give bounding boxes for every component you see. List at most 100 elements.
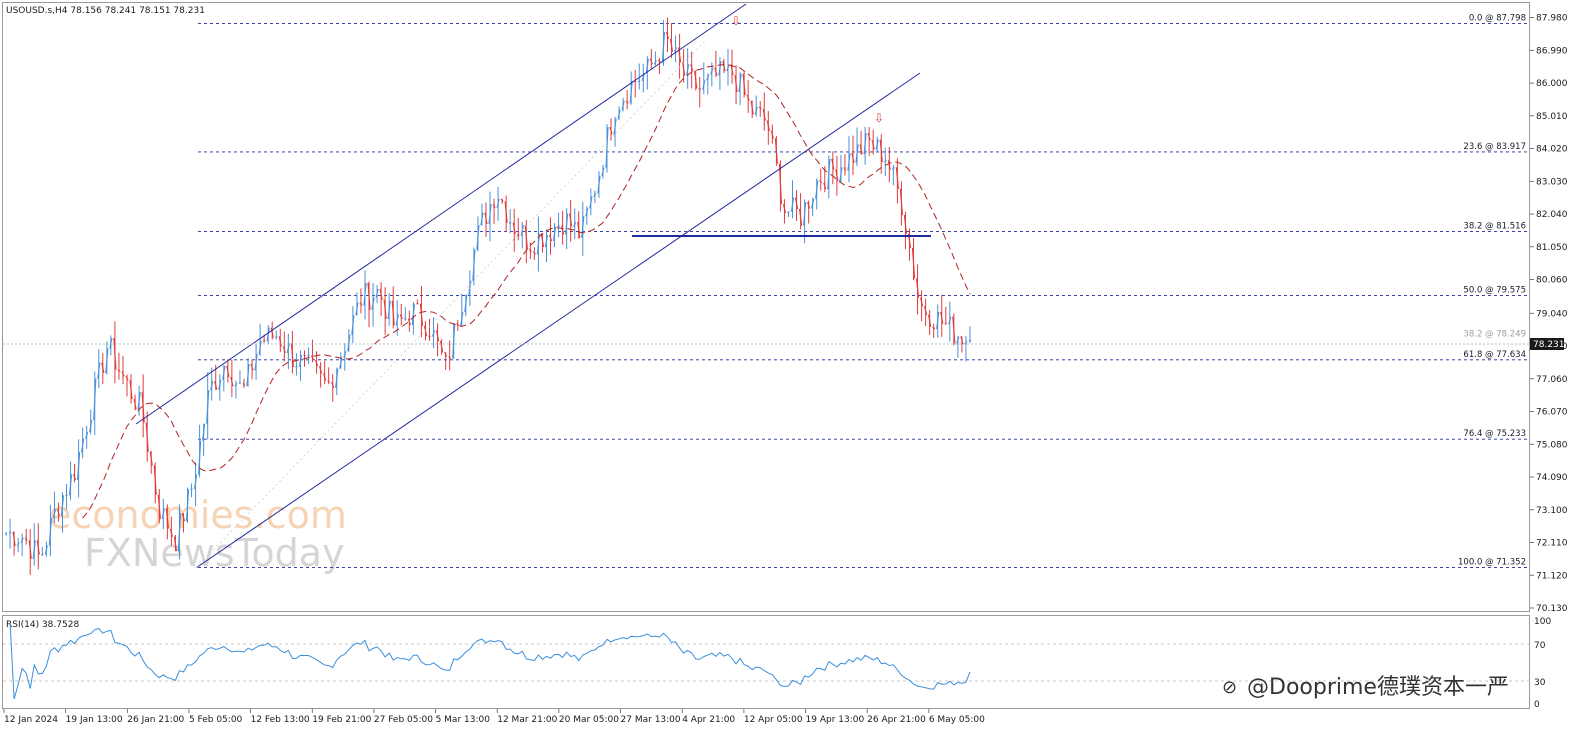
candle-body (843, 167, 847, 171)
candle-body (940, 311, 944, 324)
candle-body (597, 175, 601, 194)
candle-body (359, 302, 363, 306)
candle-body (444, 352, 448, 357)
candle-body (665, 31, 670, 40)
candle-body (895, 167, 899, 189)
down-arrow-icon: ⇩ (731, 14, 741, 28)
candle-body (960, 336, 964, 345)
candle-body (758, 106, 762, 110)
candle-body (335, 368, 339, 388)
candle-body (730, 64, 734, 76)
rsi-line (9, 622, 971, 700)
candle-body (540, 233, 545, 248)
candlesticks (5, 17, 972, 575)
candle-body (407, 318, 411, 326)
candle-body (686, 64, 690, 76)
candle-body (714, 67, 718, 76)
rsi-tick-70: 70 (1534, 641, 1546, 651)
candle-body (440, 340, 444, 353)
candle-body (787, 211, 790, 214)
candle-body (266, 327, 270, 342)
candle-body (617, 109, 621, 119)
candle-body (109, 338, 113, 349)
candle-body (766, 120, 770, 132)
candle-body (524, 225, 528, 249)
candle-body (637, 80, 641, 83)
candle-body (431, 330, 436, 337)
candle-body (36, 540, 40, 555)
candle-body (435, 330, 440, 342)
candle-body (363, 282, 367, 306)
candle-body (391, 300, 395, 326)
candle-body (702, 80, 706, 90)
candle-body (928, 314, 932, 327)
price-tick-label: 76.070 (1536, 408, 1568, 418)
candle-body (68, 474, 73, 496)
candle-body (932, 326, 936, 330)
candle-body (173, 536, 178, 552)
candle-body (742, 73, 746, 96)
candle-body (44, 545, 48, 555)
candle-body (867, 132, 871, 141)
candle-body (589, 196, 593, 209)
candle-body (532, 251, 536, 255)
channel-lower-line (195, 72, 921, 569)
candle-body (206, 390, 210, 424)
candle-body (274, 335, 278, 339)
candle-body (97, 362, 101, 379)
time-tick-label: 19 Apr 13:00 (806, 715, 865, 725)
candle-body (193, 474, 198, 490)
candle-body (8, 531, 12, 534)
price-tick-label: 83.030 (1536, 177, 1568, 187)
candle-body (137, 392, 141, 410)
candle-body (968, 339, 972, 342)
candle-body (351, 315, 355, 336)
fib-level-label: 100.0 @ 71.352 (1458, 558, 1526, 568)
price-tick-label: 81.050 (1536, 243, 1568, 253)
time-tick-label: 19 Feb 21:00 (312, 715, 371, 725)
candle-body (645, 58, 649, 73)
fib-level-label: 23.6 @ 83.917 (1463, 142, 1526, 152)
time-tick-label: 26 Jan 21:00 (127, 715, 184, 725)
candle-body (964, 340, 968, 345)
candle-body (649, 58, 653, 65)
candle-body (258, 340, 262, 355)
candle-body (811, 198, 815, 209)
candle-body (561, 225, 565, 235)
rsi-label: RSI(14) 38.7528 (6, 620, 79, 630)
candle-body (93, 378, 97, 421)
candle-body (794, 197, 799, 210)
candle-body (56, 508, 61, 516)
candle-body (347, 334, 351, 352)
candle-body (169, 528, 173, 537)
candle-body (690, 64, 694, 71)
candle-body (286, 343, 290, 353)
candle-body (315, 360, 319, 367)
candle-body (254, 354, 258, 371)
fib-level-label: 0.0 @ 87.798 (1469, 14, 1526, 24)
rsi-tick-30: 30 (1534, 678, 1546, 688)
candle-body (887, 160, 891, 170)
candle-body (310, 355, 315, 361)
candle-body (452, 323, 456, 359)
candle-body (706, 74, 710, 81)
candle-body (488, 204, 492, 225)
candle-body (81, 438, 85, 453)
candle-body (121, 371, 125, 377)
candle-body (629, 80, 633, 104)
candle-body (774, 138, 778, 164)
price-tick-label: 72.110 (1536, 539, 1568, 549)
candle-body (428, 335, 431, 338)
fib-level-label: 76.4 @ 75.233 (1463, 429, 1526, 439)
candle-body (472, 249, 476, 281)
time-tick-label: 5 Feb 05:00 (189, 715, 243, 725)
current-price-label: 78.231 (1533, 340, 1565, 350)
candle-body (835, 169, 839, 182)
candle-body (246, 364, 250, 386)
candle-body (198, 440, 202, 475)
candle-body (290, 343, 294, 368)
candle-body (456, 322, 460, 327)
main-plot-frame (2, 2, 1530, 612)
candle-body (464, 294, 468, 313)
